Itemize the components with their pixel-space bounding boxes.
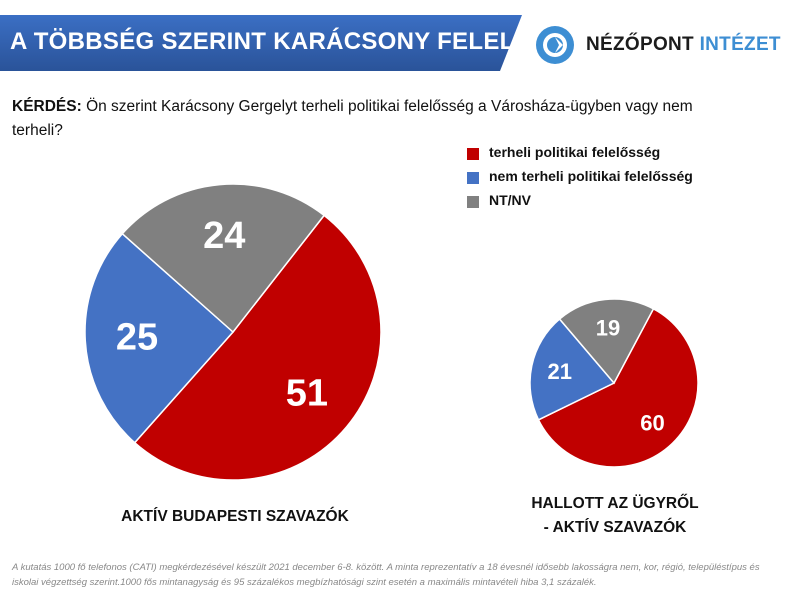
logo: NÉZŐPONT INTÉZET	[534, 24, 784, 66]
chart-1-slice-ntnv	[121, 183, 326, 334]
chart-2-title-line2: - AKTÍV SZAVAZÓK	[543, 519, 687, 536]
legend-swatch-nem-terheli	[467, 172, 479, 184]
chart-2-title-line1: HALLOTT AZ ÜGYRŐL	[531, 495, 699, 512]
legend-label-terheli: terheli politikai felelősség	[489, 144, 661, 160]
chart-2-slice-terheli	[537, 307, 699, 468]
page-title: A TÖBBSÉG SZERINT KARÁCSONY FELELŐS	[10, 28, 550, 55]
chart-1-data-label-ntnv: 24	[203, 215, 245, 257]
legend-swatch-ntnv	[467, 196, 479, 208]
nezopont-logo-icon	[536, 26, 574, 64]
chart-1-data-label-nem-terheli: 25	[116, 317, 158, 359]
logo-institute: INTÉZET	[699, 34, 781, 55]
chart-2-data-label-nem-terheli: 21	[547, 359, 571, 384]
logo-name: NÉZŐPONT	[586, 34, 694, 55]
title-banner: A TÖBBSÉG SZERINT KARÁCSONY FELELŐS	[0, 15, 550, 71]
chart-2-data-label-terheli: 60	[640, 410, 664, 435]
chart-1-data-label-terheli: 51	[286, 373, 328, 415]
chart-2-slice-ntnv	[558, 298, 655, 385]
question: KÉRDÉS: Ön szerint Karácsony Gergelyt te…	[12, 95, 702, 143]
chart-2-slice-nem-terheli	[529, 317, 616, 421]
question-label: KÉRDÉS:	[12, 98, 82, 115]
chart-1-title: AKTÍV BUDAPESTI SZAVAZÓK	[121, 508, 349, 525]
legend-label-nem-terheli: nem terheli politikai felelősség	[489, 168, 693, 184]
chart-1-slice-nem-terheli	[84, 232, 235, 444]
chart-1-slice-terheli	[133, 214, 382, 481]
logo-text: NÉZŐPONT INTÉZET	[586, 34, 781, 56]
chart-2-title: HALLOTT AZ ÜGYRŐL - AKTÍV SZAVAZÓK	[505, 492, 725, 540]
question-text: Ön szerint Karácsony Gergelyt terheli po…	[12, 98, 693, 139]
chart-2-data-label-ntnv: 19	[596, 315, 620, 340]
footnote: A kutatás 1000 fő telefonos (CATI) megké…	[12, 562, 760, 588]
legend-label-ntnv: NT/NV	[489, 192, 531, 208]
legend-swatch-terheli	[467, 148, 479, 160]
title-banner-shape	[0, 15, 522, 71]
